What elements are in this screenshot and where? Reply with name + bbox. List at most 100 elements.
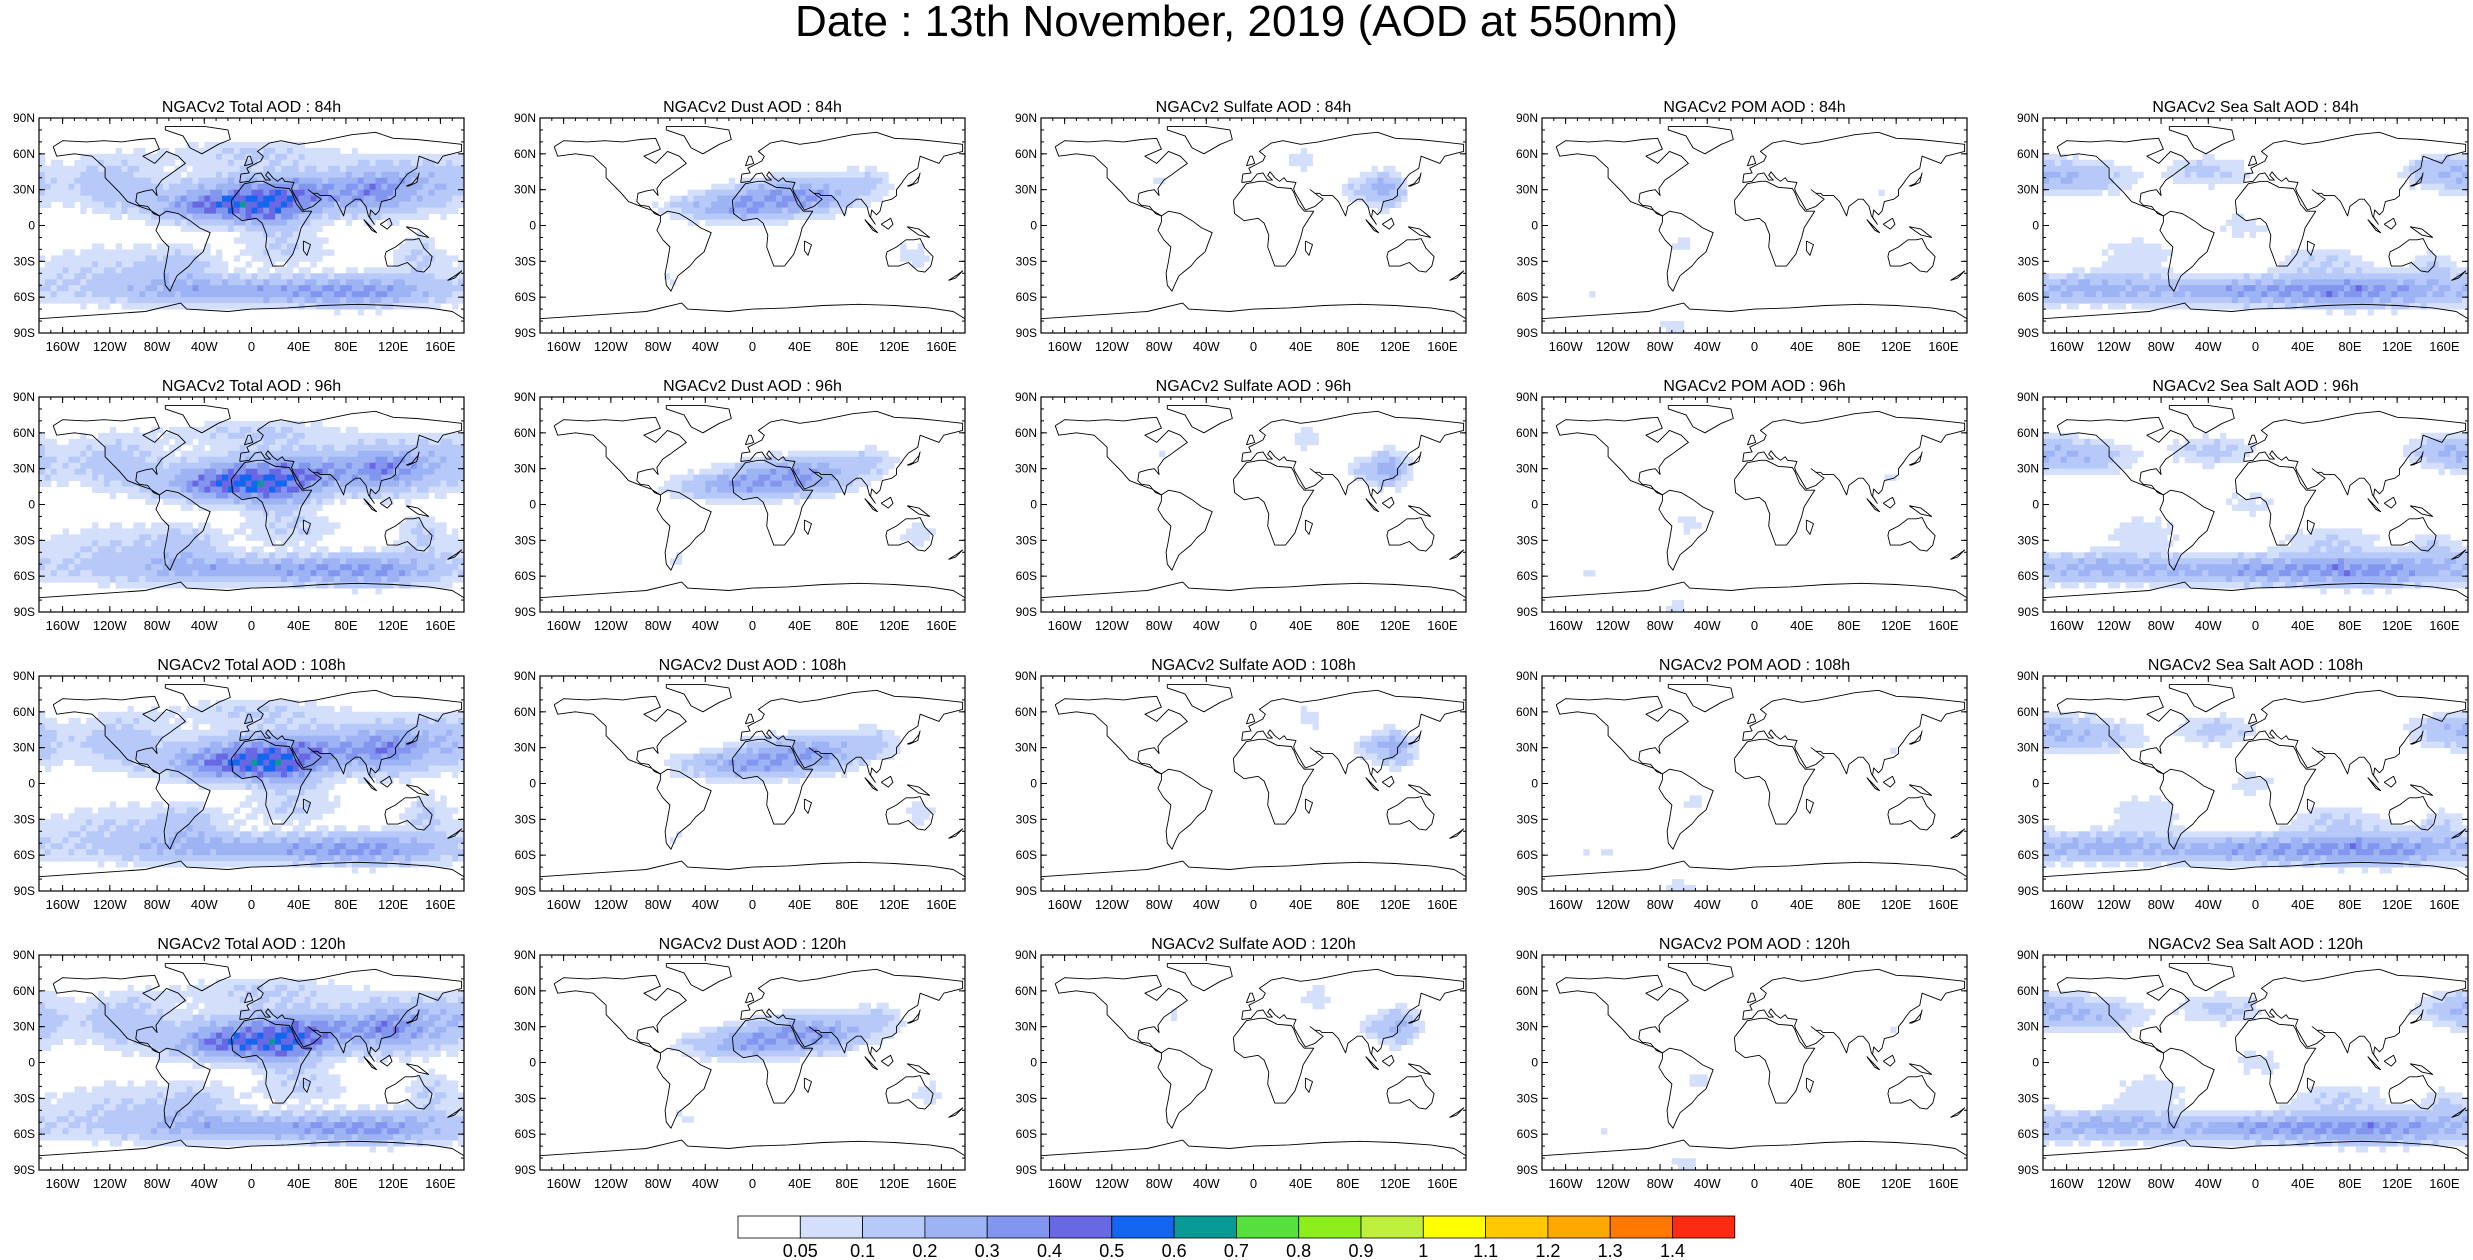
lat-tick-label: 30S [14,1091,35,1105]
lat-tick-label: 30S [14,254,35,268]
lon-tick-label: 160E [926,339,957,354]
map-panel: NGACv2 Total AOD : 120h 90N 60N 30N 0 30S 60S 9… [13,936,465,1191]
lon-tick-label: 80E [334,339,357,354]
lat-tick-label: 60S [515,569,536,583]
lon-tick-label: 160W [547,1176,582,1191]
colorbar-swatch [1049,1215,1113,1239]
lat-tick-label: 30N [514,183,536,197]
lat-tick-label: 90S [515,884,536,898]
coastlines [1040,404,1467,599]
lon-tick-label: 40E [1790,618,1813,633]
coastlines [38,962,465,1157]
lon-tick-label: 80E [835,1176,858,1191]
lon-tick-label: 40W [692,897,719,912]
lon-tick-label: 120E [1380,618,1411,633]
colorbar-tick-label: 0.3 [975,1241,1000,1260]
colorbar-tick-label: 0.6 [1162,1241,1187,1260]
lat-tick-label: 90N [2017,111,2039,125]
map-panel: NGACv2 Sulfate AOD : 108h 90N 60N 30N 0 30S 60… [1015,657,1467,912]
aerosol-field [39,699,465,874]
lon-tick-label: 160E [926,1176,957,1191]
lat-tick-label: 30N [2017,462,2039,476]
colorbar-tick-label: 0.4 [1037,1241,1062,1260]
lon-tick-label: 120W [1095,618,1130,633]
lat-tick-label: 30S [1016,533,1037,547]
lat-tick-label: 60N [1516,147,1538,161]
lat-tick-label: 30N [2017,183,2039,197]
lat-tick-label: 60S [1517,290,1538,304]
aerosol-field [2043,153,2469,316]
lon-tick-label: 80E [1837,897,1860,912]
lon-tick-label: 120W [93,1176,128,1191]
coastlines [539,962,966,1157]
lon-tick-label: 80E [1837,339,1860,354]
lon-tick-label: 40W [191,618,218,633]
lat-tick-label: 30S [1016,254,1037,268]
lon-tick-label: 120E [1380,339,1411,354]
page-title: Date : 13th November, 2019 (AOD at 550nm… [795,0,1678,46]
lat-tick-label: 0 [529,1056,536,1070]
lon-tick-label: 40E [1289,618,1312,633]
lat-tick-label: 90N [1516,669,1538,683]
lat-tick-label: 90N [1516,390,1538,404]
lat-tick-label: 0 [1030,498,1037,512]
panel-title: NGACv2 Total AOD : 120h [157,936,345,953]
lon-tick-label: 80E [2338,339,2361,354]
lon-tick-label: 160W [46,897,81,912]
lat-tick-label: 30S [515,812,536,826]
colorbar-swatch [1485,1215,1549,1239]
map-panel: NGACv2 Sulfate AOD : 96h 90N 60N 30N 0 30S 60S… [1015,378,1467,633]
lon-tick-label: 120E [1380,897,1411,912]
colorbar-swatch [1672,1215,1736,1239]
lon-tick-label: 80E [835,897,858,912]
lat-tick-label: 30N [514,1020,536,1034]
lon-tick-label: 120W [93,618,128,633]
lon-tick-label: 120E [1881,618,1912,633]
lon-tick-label: 80E [2338,618,2361,633]
lat-tick-label: 30N [13,1020,35,1034]
map-panel: NGACv2 Total AOD : 108h 90N 60N 30N 0 30S 60S 9… [13,657,465,912]
panel-title: NGACv2 POM AOD : 96h [1663,378,1845,395]
lat-tick-label: 0 [28,1056,35,1070]
lon-tick-label: 120E [2382,897,2413,912]
lon-tick-label: 80W [645,618,672,633]
lon-tick-label: 160E [1928,618,1959,633]
lat-tick-label: 60N [13,705,35,719]
lon-tick-label: 160W [1549,897,1584,912]
lat-tick-label: 30S [2018,533,2039,547]
lon-tick-label: 40E [287,339,310,354]
coastlines [38,404,465,599]
lat-tick-label: 30S [1016,812,1037,826]
lon-tick-label: 120E [879,1176,910,1191]
lat-tick-label: 90S [1517,326,1538,340]
lon-tick-label: 40W [1193,618,1220,633]
lat-tick-label: 90S [14,605,35,619]
lat-tick-label: 0 [1030,777,1037,791]
lat-tick-label: 60S [14,290,35,304]
lon-tick-label: 160E [1427,339,1458,354]
lon-tick-label: 160E [425,897,456,912]
lon-tick-label: 40E [2291,339,2314,354]
lon-tick-label: 160W [547,618,582,633]
lon-tick-label: 0 [1751,339,1758,354]
lon-tick-label: 0 [749,618,756,633]
lat-tick-label: 0 [1531,219,1538,233]
lon-tick-label: 120E [879,897,910,912]
lat-tick-label: 90N [1015,669,1037,683]
map-panel: NGACv2 Total AOD : 96h 90N 60N 30N 0 30S 60S 90… [13,378,465,633]
lon-tick-label: 160E [1928,897,1959,912]
lat-tick-label: 30S [1517,533,1538,547]
lon-tick-label: 0 [749,1176,756,1191]
lat-tick-label: 0 [529,219,536,233]
colorbar-swatch [1173,1215,1237,1239]
coastlines [539,404,966,599]
lon-tick-label: 160W [2050,618,2085,633]
colorbar-tick-label: 0.7 [1224,1241,1249,1260]
aerosol-field [1300,705,1420,772]
lon-tick-label: 120W [1095,339,1130,354]
lon-tick-label: 160W [1048,339,1083,354]
lon-tick-label: 80W [1647,897,1674,912]
lon-tick-label: 80W [144,1176,171,1191]
lon-tick-label: 40E [1790,897,1813,912]
lon-tick-label: 120E [378,1176,409,1191]
